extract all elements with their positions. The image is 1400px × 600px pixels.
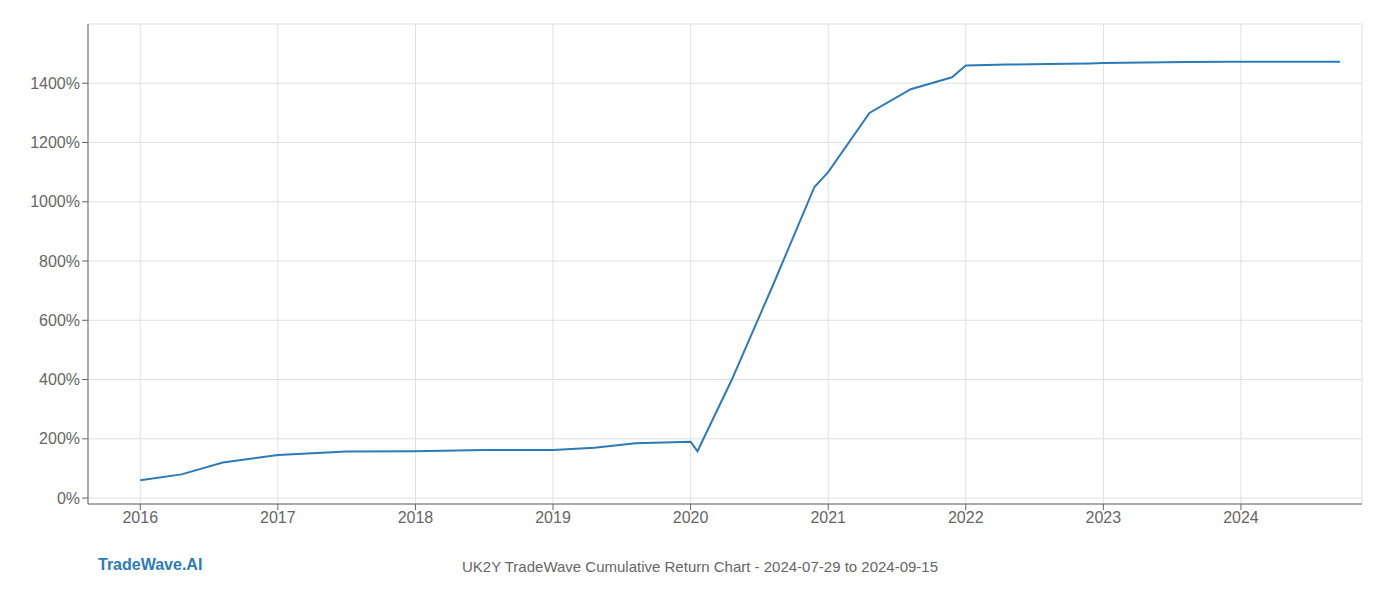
svg-text:800%: 800% [39,253,80,270]
html-text:TradeWave.AI: TradeWave.AI [98,556,203,573]
svg-text:2018: 2018 [398,509,434,526]
svg-text:2024: 2024 [1223,509,1259,526]
svg-text:2021: 2021 [810,509,846,526]
svg-text:0%: 0% [57,490,80,507]
svg-text:1200%: 1200% [30,134,80,151]
svg-text:2023: 2023 [1086,509,1122,526]
svg-text:2016: 2016 [122,509,158,526]
svg-text:1400%: 1400% [30,75,80,92]
svg-text:1000%: 1000% [30,193,80,210]
svg-text:2017: 2017 [260,509,296,526]
html-text:UK2Y TradeWave Cumulative Retu: UK2Y TradeWave Cumulative Return Chart -… [462,558,938,575]
svg-text:400%: 400% [39,371,80,388]
svg-text:2022: 2022 [948,509,984,526]
svg-text:2020: 2020 [673,509,709,526]
svg-text:200%: 200% [39,430,80,447]
svg-text:600%: 600% [39,312,80,329]
svg-text:2019: 2019 [535,509,571,526]
